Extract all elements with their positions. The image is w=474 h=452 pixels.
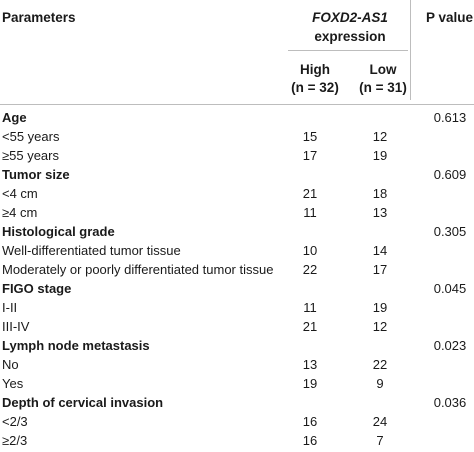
header-divider — [288, 50, 408, 51]
table-row: ≥55 years 17 19 — [0, 145, 474, 167]
high-count: 16 — [302, 433, 318, 448]
low-count: 17 — [372, 262, 388, 277]
section-row: Histological grade 0.305 — [0, 221, 474, 243]
header-low-n: (n = 31) — [359, 80, 407, 95]
section-label: Lymph node metastasis — [2, 338, 150, 353]
header-bottom-rule — [0, 104, 474, 105]
section-row: Age 0.613 — [0, 107, 474, 129]
p-value: 0.613 — [433, 110, 467, 125]
high-count: 17 — [302, 148, 318, 163]
header-low: Low (n = 31) — [348, 62, 418, 95]
row-label: Yes — [2, 376, 24, 391]
table-row: <55 years 15 12 — [0, 126, 474, 148]
low-count: 22 — [372, 357, 388, 372]
row-label: <4 cm — [2, 186, 38, 201]
header-high-n: (n = 32) — [291, 80, 339, 95]
row-label: I-II — [2, 300, 18, 315]
p-value: 0.609 — [433, 167, 467, 182]
low-count: 24 — [372, 414, 388, 429]
table-row: <4 cm 21 18 — [0, 183, 474, 205]
low-count: 19 — [372, 148, 388, 163]
p-value: 0.023 — [433, 338, 467, 353]
table-row: Well-differentiated tumor tissue 10 14 — [0, 240, 474, 262]
high-count: 21 — [302, 319, 318, 334]
high-count: 13 — [302, 357, 318, 372]
high-count: 15 — [302, 129, 318, 144]
table-row: Yes 19 9 — [0, 373, 474, 395]
low-count: 7 — [376, 433, 384, 448]
low-count: 9 — [376, 376, 384, 391]
section-label: Histological grade — [2, 224, 115, 239]
table-row: No 13 22 — [0, 354, 474, 376]
section-row: FIGO stage 0.045 — [0, 278, 474, 300]
low-count: 12 — [372, 129, 388, 144]
row-label: Well-differentiated tumor tissue — [2, 243, 181, 258]
row-label: III-IV — [2, 319, 30, 334]
header-vertical-divider — [410, 0, 411, 100]
high-count: 22 — [302, 262, 318, 277]
high-count: 11 — [303, 300, 317, 315]
header-high-label: High — [300, 62, 330, 77]
low-count: 13 — [372, 205, 388, 220]
low-count: 14 — [372, 243, 388, 258]
section-label: Age — [2, 110, 27, 125]
table-row: ≥4 cm 11 13 — [0, 202, 474, 224]
table-row: ≥2/3 16 7 — [0, 430, 474, 452]
header-high: High (n = 32) — [280, 62, 350, 95]
section-row: Tumor size 0.609 — [0, 164, 474, 186]
header-gene-expression: FOXD2-AS1 expression — [290, 10, 410, 44]
header-low-label: Low — [369, 62, 397, 77]
high-count: 16 — [302, 414, 318, 429]
high-count: 10 — [302, 243, 318, 258]
low-count: 18 — [372, 186, 388, 201]
high-count: 19 — [302, 376, 318, 391]
row-label: <55 years — [2, 129, 60, 144]
row-label: Moderately or poorly differentiated tumo… — [2, 262, 274, 277]
row-label: <2/3 — [2, 414, 28, 429]
low-count: 12 — [372, 319, 388, 334]
p-value: 0.036 — [433, 395, 467, 410]
p-value: 0.045 — [433, 281, 467, 296]
table-row: <2/3 16 24 — [0, 411, 474, 433]
header-expression: expression — [314, 29, 386, 44]
table-row: III-IV 21 12 — [0, 316, 474, 338]
header-gene: FOXD2-AS1 — [312, 10, 388, 25]
row-label: ≥4 cm — [2, 205, 38, 220]
row-label: ≥55 years — [2, 148, 59, 163]
section-label: Tumor size — [2, 167, 70, 182]
section-row: Depth of cervical invasion 0.036 — [0, 392, 474, 414]
section-label: FIGO stage — [2, 281, 72, 296]
p-value: 0.305 — [433, 224, 467, 239]
row-label: No — [2, 357, 19, 372]
table-row: I-II 11 19 — [0, 297, 474, 319]
row-label: ≥2/3 — [2, 433, 28, 448]
section-label: Depth of cervical invasion — [2, 395, 164, 410]
table-row: Moderately or poorly differentiated tumo… — [0, 259, 474, 281]
low-count: 19 — [372, 300, 388, 315]
section-row: Lymph node metastasis 0.023 — [0, 335, 474, 357]
header-p-value: P value — [426, 10, 474, 25]
high-count: 11 — [303, 205, 317, 220]
high-count: 21 — [302, 186, 318, 201]
header-parameters: Parameters — [2, 10, 76, 25]
